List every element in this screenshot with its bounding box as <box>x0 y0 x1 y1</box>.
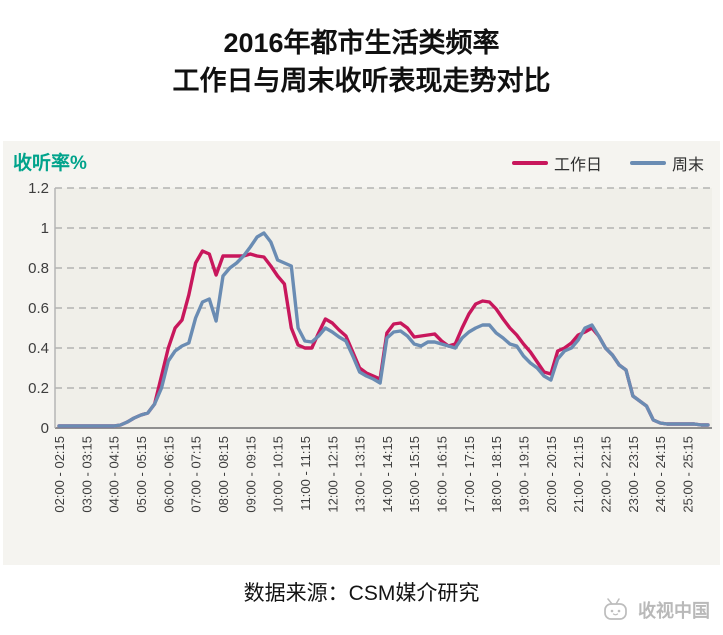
x-tick-label: 24:00 - 24:15 <box>653 436 668 513</box>
x-tick-label: 05:00 - 05:15 <box>134 436 149 513</box>
y-tick-label: 1.2 <box>28 180 49 197</box>
y-tick-label: 0 <box>41 420 49 437</box>
x-tick-label: 02:00 - 02:15 <box>52 436 67 513</box>
chart-header: 收听率% 工作日 周末 <box>3 141 720 178</box>
x-tick-label: 17:00 - 17:15 <box>462 436 477 513</box>
x-tick-label: 10:00 - 10:15 <box>271 436 286 513</box>
x-tick-label: 20:00 - 20:15 <box>544 436 559 513</box>
legend-line-swatch <box>511 161 548 165</box>
x-tick-label: 25:00 - 25:15 <box>681 436 696 513</box>
legend-item-weekday: 工作日 <box>511 151 602 175</box>
x-tick-label: 23:00 - 23:15 <box>626 436 641 513</box>
x-tick-label: 11:00 - 11:15 <box>298 436 313 511</box>
x-tick-label: 15:00 - 15:15 <box>407 436 422 513</box>
watermark-text: 收视中国 <box>638 601 710 621</box>
legend-label: 周末 <box>671 157 704 174</box>
data-source-caption: 数据来源：CSM媒介研究 <box>243 582 480 605</box>
page-title: 2016年都市生活类频率 工作日与周末收听表现走势对比 <box>0 24 723 100</box>
weekend-line <box>57 231 710 428</box>
x-tick-label: 08:00 - 08:15 <box>216 436 231 513</box>
watermark-logo: 收视中国 <box>603 597 710 623</box>
x-tick-label: 04:00 - 04:15 <box>107 436 122 513</box>
y-tick-label: 0.2 <box>28 380 49 397</box>
x-tick-label: 18:00 - 18:15 <box>489 436 504 513</box>
y-tick-label: 0.6 <box>28 300 49 317</box>
title-line-1: 2016年都市生活类频率 <box>223 28 500 58</box>
legend-item-weekend: 周末 <box>629 151 704 175</box>
y-tick-label: 0.4 <box>28 340 49 357</box>
x-tick-label: 21:00 - 21:15 <box>571 436 586 513</box>
trend-line-chart: 1.2 1 0.8 0.6 0.4 0.2 002:00 - 02:15 03:00 - 03… <box>28 180 712 513</box>
x-tick-label: 16:00 - 16:15 <box>435 436 450 513</box>
x-tick-label: 06:00 - 06:15 <box>161 436 176 513</box>
title-line-2: 工作日与周末收听表现走势对比 <box>172 66 551 96</box>
y-tick-label: 1 <box>41 220 49 237</box>
x-tick-label: 22:00 - 22:15 <box>599 436 614 513</box>
chart-legend: 工作日 周末 <box>511 148 704 175</box>
x-tick-label: 03:00 - 03:15 <box>79 436 94 513</box>
x-tick-label: 12:00 - 12:15 <box>325 436 340 513</box>
x-tick-label: 14:00 - 14:15 <box>380 436 395 513</box>
chart-panel: 收听率% 工作日 周末 1.2 1 0.8 0.6 0.4 0.2 0 02:00 - 02:1… <box>3 141 720 565</box>
x-tick-label: 13:00 - 13:15 <box>353 436 368 513</box>
x-tick-label: 07:00 - 07:15 <box>189 436 204 513</box>
tv-icon <box>604 597 627 620</box>
y-axis-unit-label: 收听率% <box>13 153 87 174</box>
x-tick-label: 19:00 - 19:15 <box>517 436 532 513</box>
legend-line-swatch <box>629 161 666 165</box>
x-tick-label: 09:00 - 09:15 <box>243 436 258 513</box>
y-tick-label: 0.8 <box>28 260 49 277</box>
legend-label: 工作日 <box>553 157 602 174</box>
